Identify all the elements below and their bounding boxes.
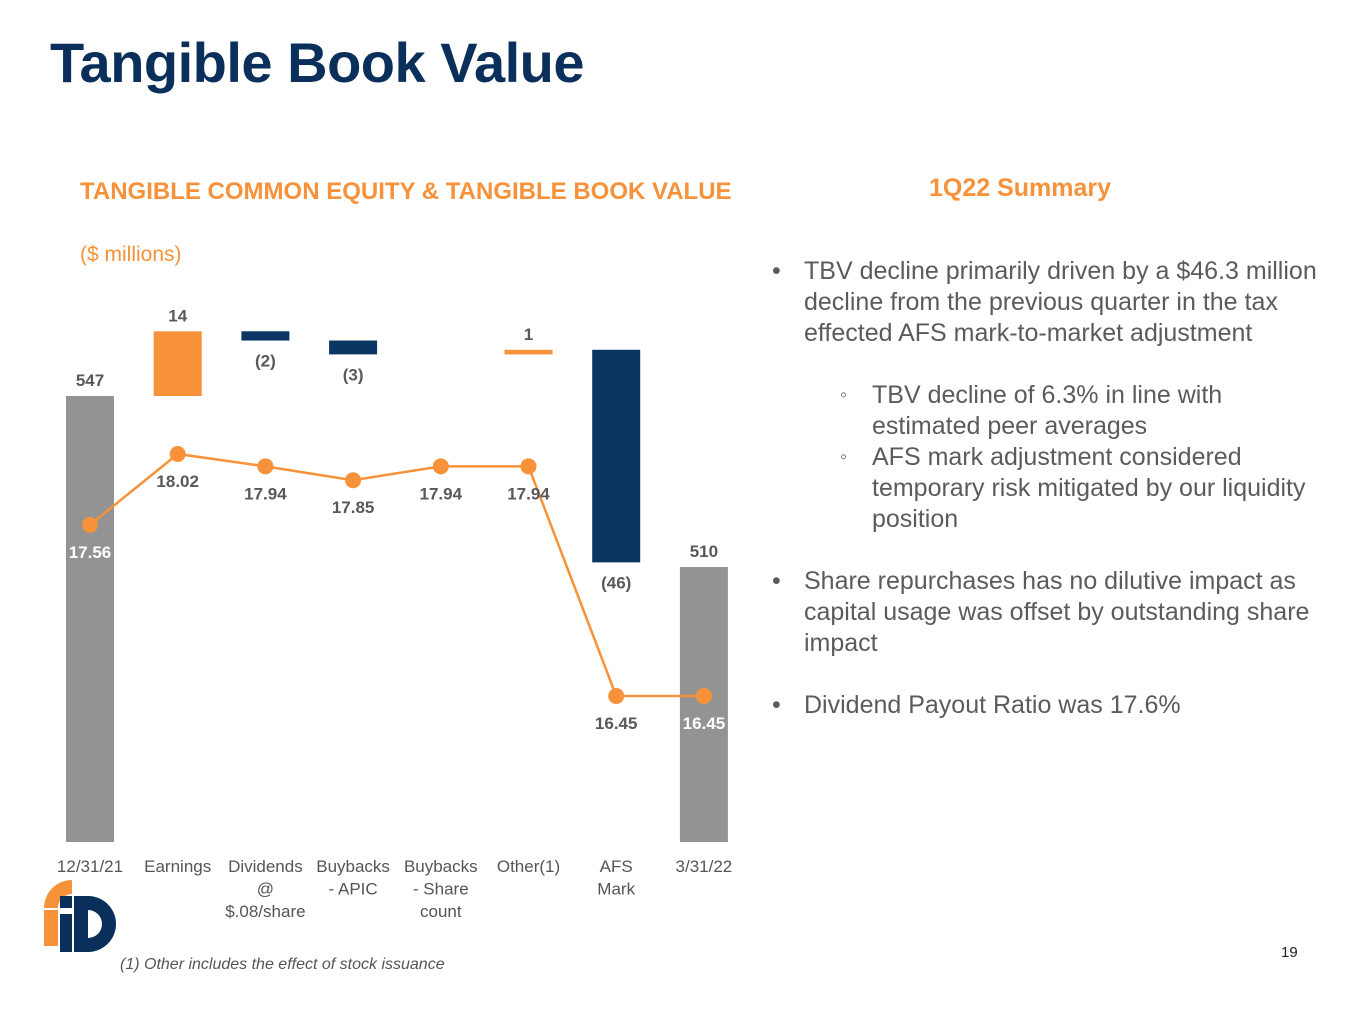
page-title: Tangible Book Value bbox=[50, 31, 585, 94]
chart-title: TANGIBLE COMMON EQUITY & TANGIBLE BOOK V… bbox=[80, 178, 732, 205]
summary-sub-afs-mark: AFS mark adjustment considered temporary… bbox=[770, 442, 1330, 535]
waterfall-chart: 547 12/31/21 14 Earnings (2) Dividends @ $.08/s… bbox=[57, 306, 733, 921]
waterfall-bar bbox=[592, 349, 641, 563]
tbv-point bbox=[257, 458, 274, 475]
bar-value-label: (3) bbox=[343, 365, 364, 384]
summary-bullet-share-repurchases: Share repurchases has no dilutive impact… bbox=[770, 566, 1330, 659]
summary-title: 1Q22 Summary bbox=[928, 174, 1112, 202]
x-tick-label: @ bbox=[257, 880, 274, 899]
chart-subtitle: ($ millions) bbox=[80, 243, 182, 266]
x-tick-label: 12/31/21 bbox=[57, 857, 123, 876]
x-tick-label: 3/31/22 bbox=[676, 857, 733, 876]
bar-value-label: 547 bbox=[76, 371, 104, 390]
tbv-point bbox=[695, 688, 712, 704]
waterfall-bar bbox=[504, 349, 553, 355]
x-tick-label: - APIC bbox=[329, 880, 378, 899]
bar-value-label: (46) bbox=[601, 573, 631, 592]
summary-sub-peer-averages: TBV decline of 6.3% in line with estimat… bbox=[770, 380, 1330, 442]
waterfall-bar bbox=[66, 396, 114, 842]
tbv-point bbox=[169, 446, 186, 462]
waterfall-bar bbox=[679, 567, 728, 842]
bar-value-label: 14 bbox=[168, 306, 187, 325]
x-tick-label: Buybacks bbox=[404, 857, 478, 876]
summary-bullet-dividend-payout: Dividend Payout Ratio was 17.6% bbox=[770, 690, 1330, 721]
bar-value-label: (2) bbox=[255, 352, 276, 371]
x-tick-label: Dividends bbox=[228, 857, 303, 876]
tbv-point bbox=[520, 458, 537, 475]
waterfall-bar bbox=[241, 331, 290, 341]
company-logo bbox=[44, 880, 116, 952]
tbv-value-label: 18.02 bbox=[156, 472, 199, 491]
summary-bullet-tbv-decline: TBV decline primarily driven by a $46.3 … bbox=[770, 256, 1330, 349]
x-tick-label: - Share bbox=[413, 880, 469, 899]
tbv-point bbox=[82, 516, 98, 533]
page-number: 19 bbox=[1281, 944, 1298, 961]
tbv-value-label: 16.45 bbox=[683, 714, 726, 733]
tbv-value-label: 17.85 bbox=[332, 498, 375, 517]
waterfall-bar bbox=[329, 340, 378, 355]
tbv-point bbox=[432, 458, 449, 475]
tbv-series-line bbox=[89, 452, 704, 698]
x-tick-label: Mark bbox=[597, 880, 635, 899]
tbv-value-label: 16.45 bbox=[595, 714, 638, 733]
bar-value-label: 1 bbox=[524, 325, 533, 344]
waterfall-bar bbox=[153, 331, 202, 396]
tbv-value-label: 17.94 bbox=[244, 484, 287, 503]
x-tick-label: AFS bbox=[600, 857, 633, 876]
x-tick-label: $.08/share bbox=[225, 902, 305, 921]
x-tick-label: Earnings bbox=[144, 857, 211, 876]
x-tick-label: count bbox=[420, 902, 462, 921]
tbv-value-label: 17.94 bbox=[507, 484, 550, 503]
x-tick-label: Other(1) bbox=[497, 857, 560, 876]
tbv-value-label: 17.56 bbox=[69, 543, 112, 562]
footnote: (1) Other includes the effect of stock i… bbox=[120, 956, 445, 973]
tbv-point bbox=[345, 472, 362, 489]
tbv-value-label: 17.94 bbox=[420, 484, 463, 503]
summary-list: TBV decline primarily driven by a $46.3 … bbox=[770, 256, 1330, 721]
bar-value-label: 510 bbox=[690, 542, 718, 561]
tbv-point bbox=[608, 688, 625, 704]
x-tick-label: Buybacks bbox=[316, 857, 390, 876]
